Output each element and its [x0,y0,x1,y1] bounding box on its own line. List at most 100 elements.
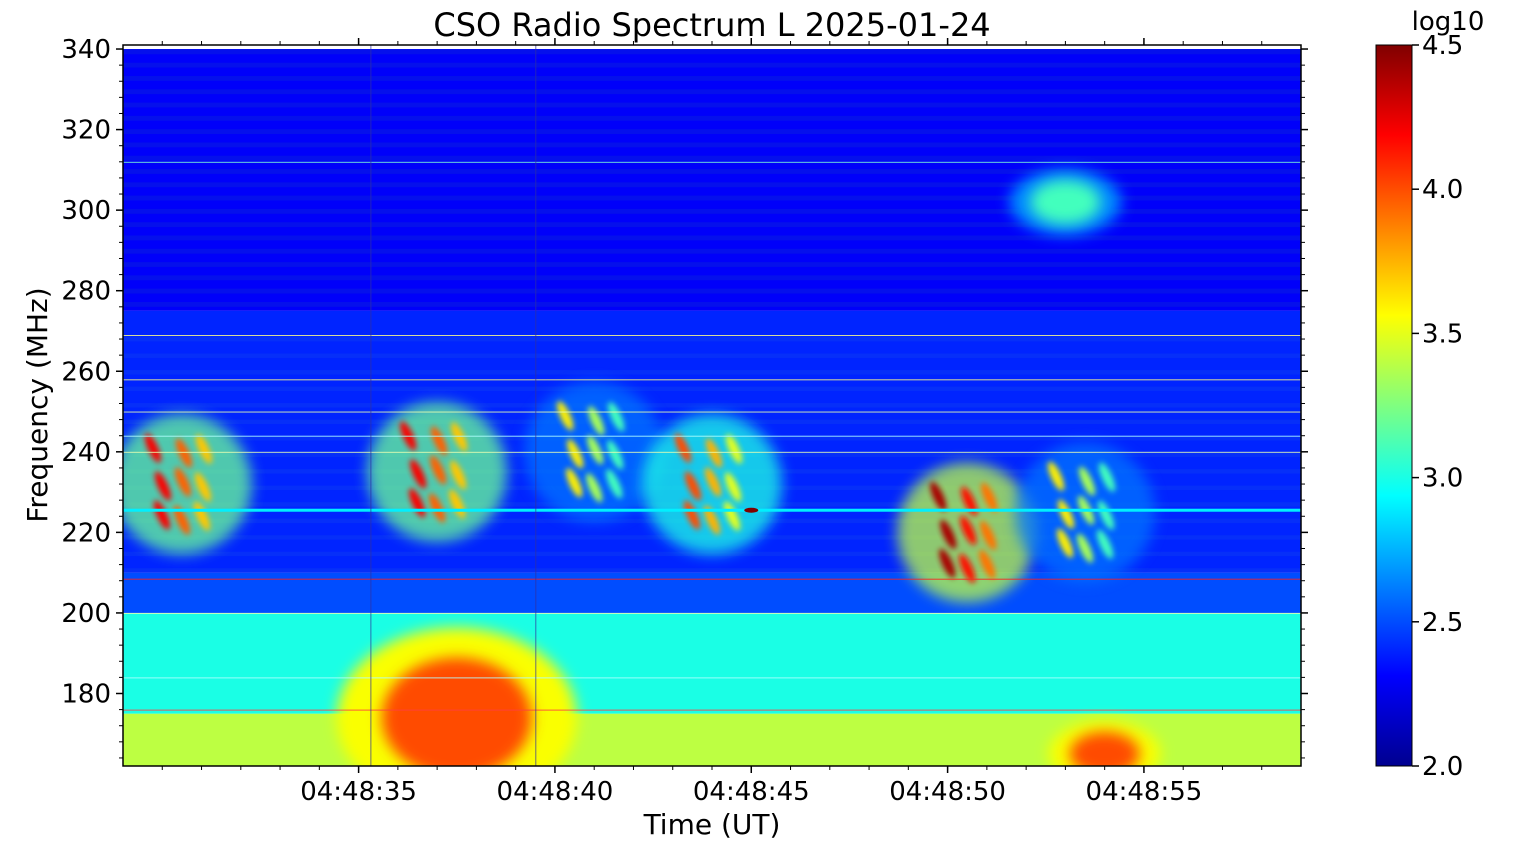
channel-stripe [123,248,1301,254]
colorbar-tick-label: 3.5 [1422,319,1463,349]
y-tick-label: 340 [61,35,111,65]
feature-continuum-core [336,627,577,766]
interference-line [123,411,1301,413]
y-tick-label: 200 [61,599,111,629]
channel-stripe [123,235,1301,241]
burst-streak [450,422,468,452]
burst-streak [960,515,977,546]
interference-column [370,45,372,766]
burst-streak [195,434,213,464]
x-tick-label: 04:48:45 [693,777,810,807]
burst-streak [586,473,603,503]
channel-stripe [123,568,1301,573]
burst-streak [724,472,742,502]
interference-line [123,379,1301,381]
y-tick-label: 260 [61,357,111,387]
burst-streak [587,435,604,465]
burst-streak [193,501,211,531]
channel-stripe [123,353,1301,358]
burst-streak [1047,461,1065,491]
burst-streak [557,401,574,431]
interference-line [123,612,1301,614]
burst-streak [154,471,172,501]
burst-streak [705,438,723,468]
channel-stripe [123,76,1301,81]
channel-stripe [123,403,1301,408]
channel-stripe [123,102,1301,108]
chart-title: CSO Radio Spectrum L 2025-01-24 [433,6,990,44]
interference-line [123,335,1301,337]
channel-stripe [123,288,1301,294]
burst-streak [723,501,741,531]
feature-core [1069,731,1140,766]
feature-core [1030,180,1101,225]
channel-stripe [123,169,1301,174]
channel-stripe [123,301,1301,307]
colorbar-tick-label: 2.5 [1422,608,1463,638]
interference-line [123,709,1301,711]
burst-streak [174,467,192,497]
colorbar-tick-label: 4.0 [1422,175,1463,205]
feature-interference-line-hotspot [744,507,759,513]
channel-stripe [123,370,1301,375]
colorbar-ticks: 2.0 2.5 3.0 3.5 4.0 4.5 [1412,31,1463,782]
y-tick-label: 300 [61,196,111,226]
colorbar-tick-label: 4.5 [1422,31,1463,61]
interference-line [123,451,1301,453]
channel-stripe [123,155,1301,161]
burst-streak [430,426,448,456]
channel-stripe [123,62,1301,68]
burst-streak [144,433,162,463]
interference-line [123,578,1301,580]
feature-high-frequency-patch [1009,169,1122,236]
interference-line [123,161,1301,163]
channel-stripe [123,129,1301,135]
burst-features [123,169,1301,766]
channel-stripe [123,262,1301,267]
burst-streak [566,468,583,498]
burst-streak [961,486,978,517]
background-band-4 [123,49,1301,311]
burst-streak [1056,528,1074,558]
channel-stripe [123,115,1301,121]
y-tick-label: 320 [61,116,111,146]
burst-streak [1078,466,1096,496]
channel-stripe [123,337,1301,342]
feature-interference-line [123,508,1301,512]
burst-streak [428,493,446,523]
burst-streak [175,438,193,468]
burst-streak [939,548,956,579]
burst-streak [704,467,722,497]
burst-streak [607,440,624,470]
y-axis: 180 200 220 240 260 280 300 320 340 [61,35,1308,759]
burst-streak [567,439,584,469]
y-tick-label: 280 [61,277,111,307]
feature-burst-group-4 [897,462,1038,603]
burst-streak [1098,462,1116,492]
colorbar-tick-label: 3.0 [1422,464,1463,494]
colorbar [1375,44,1413,767]
burst-streak [981,482,998,513]
feature-burst-group-1 [367,401,508,542]
x-tick-label: 04:48:50 [889,777,1006,807]
burst-streak [1057,499,1075,529]
x-tick-label: 04:48:40 [497,777,614,807]
y-axis-label: Frequency (MHz) [21,287,54,522]
channel-stripe [123,142,1301,148]
burst-streak [725,434,743,464]
channel-stripe [123,208,1301,214]
interference-column [535,45,537,766]
x-tick-label: 04:48:55 [1086,777,1203,807]
y-tick-label: 240 [61,438,111,468]
x-tick-label: 04:48:35 [300,777,417,807]
burst-streak [683,500,701,530]
burst-streak [703,505,721,535]
burst-streak [429,455,447,485]
channel-stripe [123,89,1301,95]
burst-streak [1096,529,1114,559]
burst-streak [684,471,702,501]
plot-area [123,45,1301,766]
channel-stripe [123,182,1301,188]
feature-low-frequency-patch [1048,720,1161,766]
